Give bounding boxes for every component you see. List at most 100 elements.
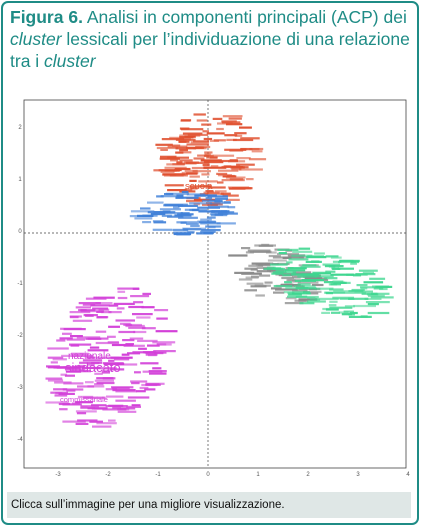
magenta-cluster-word xyxy=(129,337,144,340)
magenta-cluster-word xyxy=(54,381,72,384)
red-cluster-word xyxy=(204,153,211,156)
green-cluster-word xyxy=(328,304,337,307)
magenta-cluster-word xyxy=(101,369,111,372)
blue-cluster-word xyxy=(153,221,167,224)
red-cluster-word xyxy=(213,154,235,157)
magenta-cluster-word xyxy=(117,363,138,366)
green-cluster-word xyxy=(306,300,326,303)
blue-cluster-word xyxy=(209,202,223,205)
grey-cluster-word xyxy=(241,272,262,275)
grey-cluster-word xyxy=(292,289,308,292)
magenta-cluster-word xyxy=(82,359,103,362)
red-cluster-word xyxy=(192,170,211,173)
red-cluster-word xyxy=(202,164,210,167)
magenta-cluster-word xyxy=(127,396,150,399)
green-cluster-word xyxy=(287,267,307,270)
red-cluster-word xyxy=(181,171,199,175)
grey-cluster-word xyxy=(292,271,312,274)
magenta-cluster-word xyxy=(148,370,167,373)
green-cluster-word xyxy=(329,300,338,303)
red-cluster-word xyxy=(179,127,190,130)
magenta-cluster-word xyxy=(133,330,147,334)
red-cluster-word xyxy=(173,169,180,172)
magenta-cluster-word xyxy=(116,307,125,310)
grey-cluster-word xyxy=(254,284,271,287)
red-cluster-word xyxy=(217,174,232,177)
green-cluster-word xyxy=(346,273,354,276)
magenta-cluster-word xyxy=(108,419,116,422)
blue-cluster-word xyxy=(200,218,212,221)
red-cluster-word xyxy=(179,136,194,139)
red-cluster-word xyxy=(191,166,208,170)
magenta-cluster-word xyxy=(82,303,96,306)
magenta-cluster-word xyxy=(94,372,103,375)
acp-plot-image[interactable]: -3 -2 -1 0 1 2 3 4 2 1 0 -1 -2 -3 -4 scuola nazionale … xyxy=(10,92,411,480)
green-cluster-word xyxy=(363,281,384,284)
magenta-cluster-word xyxy=(90,304,110,307)
x-tick-label: 4 xyxy=(406,472,410,478)
grey-cluster-word xyxy=(275,288,298,291)
blue-cluster-word xyxy=(156,195,164,198)
green-cluster-word xyxy=(325,255,339,258)
magenta-cluster-word xyxy=(85,381,94,384)
magenta-cluster-word xyxy=(87,363,95,366)
red-cluster-word xyxy=(251,150,263,153)
green-cluster-word xyxy=(356,284,368,287)
grey-cluster-word xyxy=(298,298,318,301)
red-cluster-word xyxy=(226,138,237,141)
red-cluster-word xyxy=(225,165,241,168)
green-cluster-word xyxy=(360,315,368,318)
green-cluster-word xyxy=(329,306,353,309)
magenta-cluster-word xyxy=(75,422,89,425)
magenta-cluster-word xyxy=(79,368,86,371)
red-cluster-word xyxy=(240,137,260,140)
magenta-cluster-word xyxy=(62,403,82,406)
red-cluster-word xyxy=(187,133,209,136)
magenta-cluster-word xyxy=(108,325,120,328)
red-cluster-word xyxy=(167,189,187,192)
red-cluster-word xyxy=(186,200,203,203)
magenta-cluster-word xyxy=(103,362,124,365)
grey-cluster-word xyxy=(272,256,290,259)
red-cluster-word xyxy=(207,186,226,189)
green-cluster-word xyxy=(360,286,381,289)
magenta-cluster-word xyxy=(63,328,86,331)
grey-cluster-word xyxy=(238,278,253,281)
blue-cluster-word xyxy=(186,193,206,196)
x-tick-label: 0 xyxy=(206,472,210,478)
red-cluster-word xyxy=(203,154,214,157)
green-cluster-word xyxy=(322,307,330,311)
green-cluster-word xyxy=(275,270,287,273)
grey-cluster-word xyxy=(303,290,322,293)
green-cluster-word xyxy=(365,301,390,304)
magenta-cluster-word xyxy=(46,365,60,368)
blue-cluster-word xyxy=(175,196,199,199)
grey-cluster-word xyxy=(248,264,264,267)
magenta-cluster-word xyxy=(112,387,130,390)
magenta-cluster-word xyxy=(136,316,151,319)
grey-cluster-word xyxy=(241,247,251,250)
word-commissariale: commissariale xyxy=(60,395,108,404)
magenta-cluster-word xyxy=(123,323,133,326)
magenta-cluster-word xyxy=(62,388,84,391)
red-cluster-word xyxy=(164,166,187,169)
green-cluster-word xyxy=(349,311,358,315)
green-cluster-word xyxy=(315,287,334,290)
red-cluster-word xyxy=(193,113,206,116)
red-cluster-word xyxy=(201,173,210,176)
green-cluster-word xyxy=(364,297,382,300)
green-cluster-word xyxy=(302,264,317,267)
red-cluster-word xyxy=(222,115,243,118)
caption-bar[interactable]: Clicca sull’immagine per una migliore vi… xyxy=(7,492,411,518)
grey-cluster-word xyxy=(273,291,285,294)
magenta-cluster-word xyxy=(53,388,68,391)
magenta-cluster-word xyxy=(108,304,119,307)
red-cluster-word xyxy=(190,141,209,144)
magenta-cluster-word xyxy=(131,404,141,407)
blue-cluster-word xyxy=(214,200,223,203)
y-tick-label: 2 xyxy=(18,125,22,131)
red-cluster-word xyxy=(228,117,242,120)
magenta-cluster-word xyxy=(50,391,68,394)
green-cluster-word xyxy=(370,296,394,299)
green-cluster-word xyxy=(325,270,336,273)
